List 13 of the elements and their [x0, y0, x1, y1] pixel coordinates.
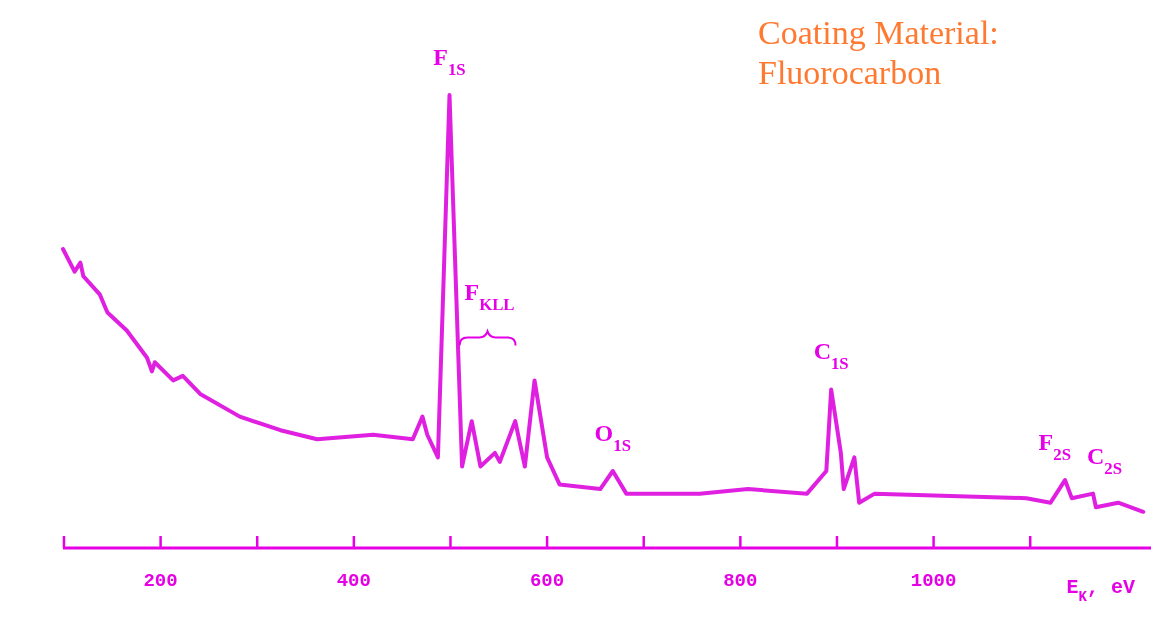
x-tick-label: 1000: [910, 570, 957, 592]
annotation: O$_{1S}$: [594, 419, 631, 455]
x-axis-title: E$_{K}$, eV: [1066, 576, 1135, 605]
annotation: C$_{1S}$: [813, 338, 849, 373]
annotation: F$_{KLL}$: [464, 279, 515, 314]
annotation: F$_{2S}$: [1038, 429, 1071, 464]
annotation: F$_{1S}$: [433, 44, 466, 79]
x-tick-label: 200: [143, 570, 178, 592]
annotation: C$_{2S}$: [1087, 442, 1123, 478]
x-tick-label: 600: [529, 570, 565, 592]
x-tick-label: 400: [336, 570, 371, 592]
x-tick-label: 800: [723, 570, 758, 592]
chart-title: Coating Material: Fluorocarbon: [758, 14, 999, 91]
